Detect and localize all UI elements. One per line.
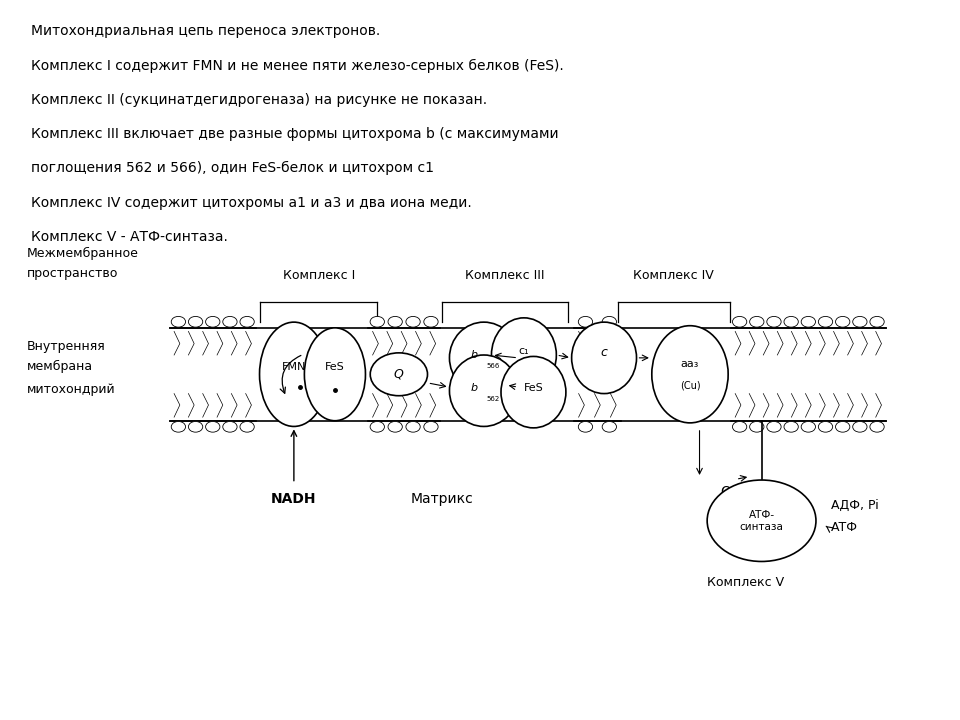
Text: Митохондриальная цепь переноса электронов.: Митохондриальная цепь переноса электроно…: [32, 24, 381, 38]
Text: Комплекс III: Комплекс III: [465, 269, 544, 282]
Circle shape: [171, 316, 185, 327]
Circle shape: [223, 421, 237, 432]
Ellipse shape: [652, 325, 728, 423]
Text: мембрана: мембрана: [27, 360, 93, 373]
Ellipse shape: [259, 322, 328, 426]
Circle shape: [240, 421, 254, 432]
Circle shape: [818, 316, 832, 327]
Text: FMN: FMN: [281, 362, 306, 372]
Circle shape: [852, 316, 867, 327]
Text: c: c: [601, 346, 608, 359]
Ellipse shape: [571, 322, 636, 394]
Text: Q: Q: [394, 368, 404, 381]
Circle shape: [750, 316, 764, 327]
Circle shape: [406, 316, 420, 327]
Circle shape: [602, 421, 616, 432]
Text: c₁: c₁: [518, 346, 529, 356]
Text: FeS: FeS: [325, 362, 345, 372]
Text: FeS: FeS: [523, 383, 543, 393]
Circle shape: [240, 316, 254, 327]
Text: Комплекс IV: Комплекс IV: [634, 269, 714, 282]
Circle shape: [750, 421, 764, 432]
Circle shape: [388, 421, 402, 432]
Circle shape: [406, 421, 420, 432]
Text: поглощения 562 и 566), один FeS-белок и цитохром с1: поглощения 562 и 566), один FeS-белок и …: [32, 161, 435, 176]
Text: Комплекс V - АТФ-синтаза.: Комплекс V - АТФ-синтаза.: [32, 230, 228, 244]
Circle shape: [852, 421, 867, 432]
Circle shape: [802, 316, 815, 327]
Circle shape: [602, 316, 616, 327]
Ellipse shape: [449, 355, 518, 426]
Text: b: b: [470, 350, 478, 360]
Circle shape: [784, 421, 799, 432]
Text: O₂: O₂: [720, 485, 736, 499]
Circle shape: [371, 316, 384, 327]
Circle shape: [205, 421, 220, 432]
Ellipse shape: [304, 328, 366, 420]
Circle shape: [423, 421, 438, 432]
Circle shape: [732, 421, 747, 432]
Text: NADH: NADH: [271, 492, 317, 506]
Text: b: b: [470, 383, 478, 393]
Circle shape: [188, 421, 203, 432]
Text: пространство: пространство: [27, 267, 118, 280]
Circle shape: [578, 421, 592, 432]
Text: Комплекс III включает две разные формы цитохрома b (с максимумами: Комплекс III включает две разные формы ц…: [32, 127, 559, 141]
Text: Межмембранное: Межмембранное: [27, 247, 138, 260]
Circle shape: [371, 353, 427, 396]
Circle shape: [578, 316, 592, 327]
Text: Комплекс II (сукцинатдегидрогеназа) на рисунке не показан.: Комплекс II (сукцинатдегидрогеназа) на р…: [32, 93, 488, 107]
Text: митохондрий: митохондрий: [27, 383, 115, 396]
Text: Комплекс I: Комплекс I: [282, 269, 355, 282]
Text: 562: 562: [487, 396, 500, 402]
Circle shape: [784, 316, 799, 327]
Circle shape: [388, 316, 402, 327]
Circle shape: [732, 316, 747, 327]
Text: АТФ-
синтаза: АТФ- синтаза: [739, 510, 783, 531]
Circle shape: [171, 421, 185, 432]
Circle shape: [223, 316, 237, 327]
Text: 566: 566: [487, 364, 500, 369]
Circle shape: [870, 421, 884, 432]
Circle shape: [188, 316, 203, 327]
Text: aa₃: aa₃: [681, 359, 699, 369]
Circle shape: [802, 421, 815, 432]
Circle shape: [767, 316, 781, 327]
Circle shape: [835, 421, 850, 432]
Text: Внутренняя: Внутренняя: [27, 340, 106, 353]
Text: Матрикс: Матрикс: [411, 492, 473, 506]
Text: АТФ: АТФ: [831, 521, 858, 534]
Circle shape: [767, 421, 781, 432]
Circle shape: [708, 480, 816, 562]
Text: Комплекс I содержит FMN и не менее пяти железо-серных белков (FeS).: Комплекс I содержит FMN и не менее пяти …: [32, 58, 564, 73]
Ellipse shape: [492, 318, 557, 392]
Circle shape: [818, 421, 832, 432]
Text: Комплекс V: Комплекс V: [707, 576, 784, 589]
Text: АДФ, Pi: АДФ, Pi: [831, 498, 879, 511]
Circle shape: [371, 421, 384, 432]
Circle shape: [205, 316, 220, 327]
Ellipse shape: [449, 322, 518, 394]
Text: (Cu): (Cu): [680, 381, 700, 391]
Circle shape: [870, 316, 884, 327]
Circle shape: [835, 316, 850, 327]
Text: Комплекс IV содержит цитохромы а1 и а3 и два иона меди.: Комплекс IV содержит цитохромы а1 и а3 и…: [32, 196, 472, 210]
Ellipse shape: [501, 356, 565, 428]
Circle shape: [423, 316, 438, 327]
